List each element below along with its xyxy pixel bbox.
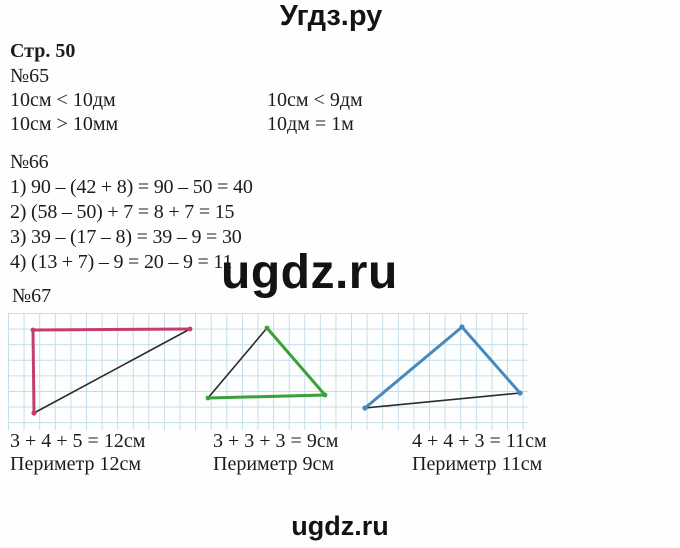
perimeter-sum: 3 + 4 + 5 = 12см bbox=[10, 430, 146, 452]
comparison-row: 10см > 10мм 10дм = 1м bbox=[10, 112, 670, 136]
pencil-side bbox=[207, 327, 268, 399]
perimeter-result: Периметр 12см bbox=[10, 453, 142, 475]
triangle-2-answer: 3 + 3 + 3 = 9см Периметр 9см bbox=[213, 430, 338, 476]
triangles-drawing bbox=[30, 324, 523, 416]
vertex-dot bbox=[205, 395, 211, 401]
task-65-block: №65 10см < 10дм 10см < 9дм 10см > 10мм 1… bbox=[10, 64, 670, 136]
comparison-left: 10см < 10дм bbox=[10, 89, 116, 111]
perimeter-sum: 3 + 3 + 3 = 9см bbox=[213, 430, 339, 452]
perimeter-result: Периметр 11см bbox=[412, 453, 543, 475]
graph-paper bbox=[8, 313, 528, 430]
task-67-label: №67 bbox=[12, 285, 52, 307]
vertex-dot bbox=[30, 327, 36, 333]
vertex-dot bbox=[322, 392, 328, 398]
site-logo-text: Угдз.ру bbox=[279, 0, 383, 32]
vertex-dot bbox=[459, 324, 465, 330]
comparison-right: 10см < 9дм bbox=[267, 89, 363, 111]
perimeter-result: Периметр 9см bbox=[213, 453, 335, 475]
task-65-label: №65 bbox=[10, 65, 50, 87]
pencil-side bbox=[364, 392, 521, 409]
task-66-label: №66 bbox=[10, 151, 49, 173]
pencil-side bbox=[33, 328, 191, 414]
comparison-right: 10дм = 1м bbox=[267, 113, 354, 135]
right-triangle bbox=[30, 326, 193, 416]
equation-line: 1) 90 – (42 + 8) = 90 – 50 = 40 bbox=[10, 176, 253, 198]
task-66-block: №66 1) 90 – (42 + 8) = 90 – 50 = 40 2) (… bbox=[10, 150, 253, 275]
vertex-dot bbox=[517, 390, 523, 396]
vertex-dot bbox=[187, 326, 193, 332]
comparison-row: 10см < 10дм 10см < 9дм bbox=[10, 88, 670, 112]
perimeter-sum: 4 + 4 + 3 = 11см bbox=[412, 430, 547, 452]
page-number-label: Стр. 50 bbox=[10, 40, 76, 62]
triangle-3-answer: 4 + 4 + 3 = 11см Периметр 11см bbox=[412, 430, 547, 476]
triangle-1-answer: 3 + 4 + 5 = 12см Периметр 12см bbox=[10, 430, 145, 476]
equation-line: 3) 39 – (17 – 8) = 39 – 9 = 30 bbox=[10, 226, 242, 248]
equation-line: 4) (13 + 7) – 9 = 20 – 9 = 11 bbox=[10, 251, 233, 273]
site-footer-text: ugdz.ru bbox=[291, 511, 389, 541]
colored-sides bbox=[206, 326, 327, 400]
vertex-dot bbox=[362, 405, 368, 411]
site-watermark: ugdz.ru bbox=[221, 246, 398, 299]
vertex-dot bbox=[31, 410, 37, 416]
equilateral-triangle bbox=[205, 325, 328, 401]
comparison-left: 10см > 10мм bbox=[10, 113, 119, 135]
vertex-dot bbox=[264, 325, 270, 331]
isosceles-triangle bbox=[362, 324, 523, 411]
equation-line: 2) (58 – 50) + 7 = 8 + 7 = 15 bbox=[10, 201, 235, 223]
